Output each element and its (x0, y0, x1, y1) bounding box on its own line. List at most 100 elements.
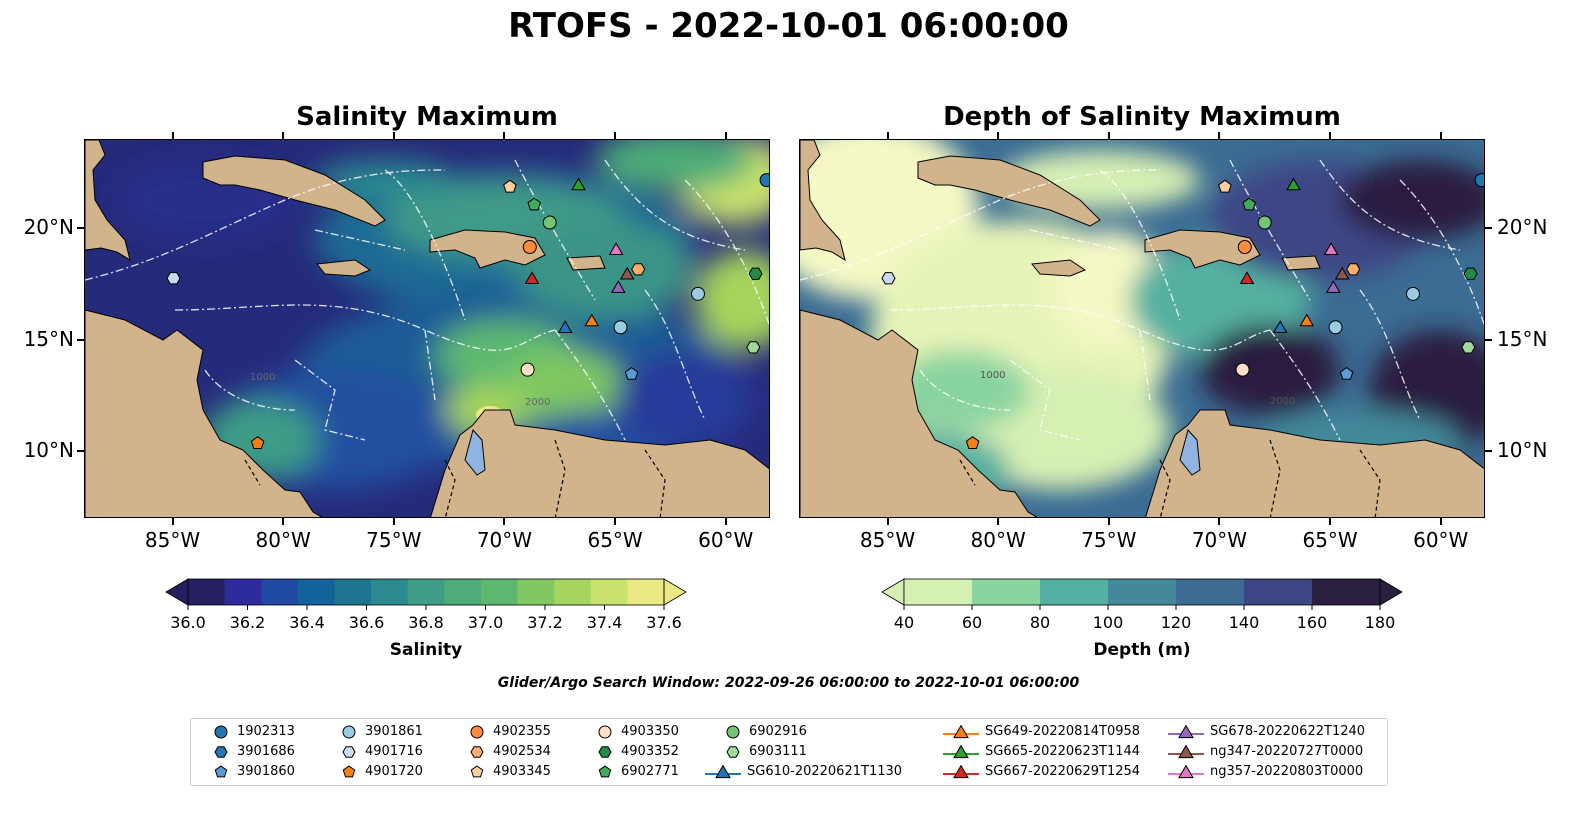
legend-marker (214, 746, 228, 758)
legend-symbol (598, 765, 612, 778)
marker-SG665-20220623T1144[interactable] (1286, 177, 1301, 191)
legend-symbol (214, 746, 228, 758)
legend-item: 1902313 (203, 723, 433, 741)
legend-symbol (1178, 744, 1194, 759)
legend-marker (1168, 744, 1204, 759)
legend-symbol (953, 744, 969, 759)
legend-label: 6903111 (749, 744, 807, 759)
colorbar-tick-label: 37.6 (646, 613, 682, 632)
legend-item: 4903352 (587, 743, 817, 761)
legend-label: SG678-20220622T1240 (1210, 724, 1366, 739)
legend-item: 4903345 (459, 763, 689, 781)
salinity-map[interactable]: 1000 2000 (84, 139, 770, 518)
marker-1902313[interactable] (1474, 173, 1485, 188)
marker-6902771[interactable] (527, 197, 541, 211)
depth-map[interactable]: 1000 2000 (799, 139, 1485, 518)
legend-symbol (598, 746, 612, 758)
legend-marker (214, 765, 228, 778)
marker-3901861[interactable] (1328, 320, 1343, 335)
marker-SG667-20220629T1254[interactable] (524, 271, 540, 284)
marker-ng357-20220803T0000[interactable] (1323, 242, 1339, 255)
eez-boundaries (800, 159, 1484, 441)
marker-4903345[interactable] (1218, 179, 1232, 193)
contour-label: 2000 (525, 397, 550, 408)
salinity-map-svg: 1000 2000 (85, 140, 770, 517)
marker-extra[interactable] (1405, 286, 1420, 301)
marker-ng347-20220727T0000[interactable] (1334, 266, 1350, 280)
float-glider-markers (166, 173, 770, 449)
legend-item: 3901861 (331, 723, 561, 741)
marker-SG649-20220814T0958[interactable] (584, 313, 600, 327)
marker-4901716[interactable] (881, 272, 896, 285)
marker-4903350[interactable] (1235, 362, 1250, 377)
legend-symbol (470, 746, 484, 758)
marker-6902916[interactable] (542, 215, 557, 230)
colorbar-tick-label: 160 (1296, 613, 1328, 632)
colorbar-segment (297, 579, 335, 605)
marker-6903111[interactable] (1461, 341, 1476, 354)
marker-6903111[interactable] (746, 341, 761, 354)
legend-symbol (342, 746, 356, 758)
colorbar-tick-label: 60 (961, 613, 983, 632)
colorbar-segment (371, 579, 409, 605)
legend-symbol (715, 764, 731, 779)
marker-ng347-20220727T0000[interactable] (619, 266, 635, 280)
legend-item: 6903111 (715, 743, 945, 761)
legend-marker (943, 764, 979, 779)
marker-SG678-20220622T1240[interactable] (1325, 280, 1341, 293)
legend-symbol (342, 725, 356, 739)
marker-4902534[interactable] (631, 263, 646, 276)
marker-4901720[interactable] (965, 436, 980, 449)
marker-SG667-20220629T1254[interactable] (1239, 271, 1255, 284)
marker-SG649-20220814T0958[interactable] (1299, 313, 1315, 327)
legend-marker (943, 724, 979, 739)
legend-item: ng347-20220727T0000 (1166, 743, 1396, 761)
marker-ng357-20220803T0000[interactable] (608, 242, 624, 255)
legend-symbol (1178, 764, 1194, 779)
legend-marker (943, 744, 979, 759)
colorbar-tick-label: 36.2 (229, 613, 266, 632)
bathymetry-contour-labels: 1000 2000 (250, 372, 550, 408)
marker-6902916[interactable] (1257, 215, 1272, 230)
legend-marker (726, 746, 740, 758)
colorbar-segment (590, 579, 628, 605)
legend-marker (726, 725, 740, 739)
marker-3901861[interactable] (613, 320, 628, 335)
legend-item: 4902355 (459, 723, 689, 741)
panel-title-depth: Depth of Salinity Maximum (943, 102, 1341, 132)
depth-map-svg: 1000 2000 (800, 140, 1485, 517)
marker-6902771[interactable] (1242, 197, 1256, 211)
legend-label: SG667-20220629T1254 (985, 764, 1141, 779)
marker-1902313[interactable] (759, 173, 770, 188)
legend-symbol (470, 765, 484, 778)
marker-4902355[interactable] (1237, 240, 1252, 255)
colorbar-tick-label: 100 (1092, 613, 1124, 632)
marker-4901716[interactable] (166, 272, 181, 285)
marker-3901860[interactable] (624, 366, 639, 380)
legend-marker (598, 746, 612, 758)
legend-marker (470, 746, 484, 758)
marker-4901720[interactable] (250, 436, 265, 449)
marker-3901860[interactable] (1339, 366, 1354, 380)
marker-SG678-20220622T1240[interactable] (610, 280, 626, 293)
marker-4903352[interactable] (1463, 267, 1478, 280)
marker-4902355[interactable] (522, 240, 537, 255)
marker-SG610-20220621T1130[interactable] (1272, 320, 1288, 333)
legend-label: 4902355 (493, 724, 551, 739)
marker-4903350[interactable] (520, 362, 535, 377)
marker-SG610-20220621T1130[interactable] (557, 320, 573, 333)
legend-symbol (342, 765, 356, 778)
contour-label: 2000 (1270, 396, 1295, 407)
marker-4902534[interactable] (1346, 263, 1361, 276)
marker-4903345[interactable] (503, 179, 517, 193)
legend-label: 6902916 (749, 724, 807, 739)
marker-SG665-20220623T1144[interactable] (571, 177, 586, 191)
legend-label: 4903352 (621, 744, 679, 759)
legend-label: 4903345 (493, 764, 551, 779)
colorbar-tick-label: 40 (893, 613, 915, 632)
legend-label: 6902771 (621, 764, 679, 779)
marker-4903352[interactable] (748, 267, 763, 280)
marker-extra[interactable] (690, 286, 705, 301)
legend-item: 6902771 (587, 763, 817, 781)
